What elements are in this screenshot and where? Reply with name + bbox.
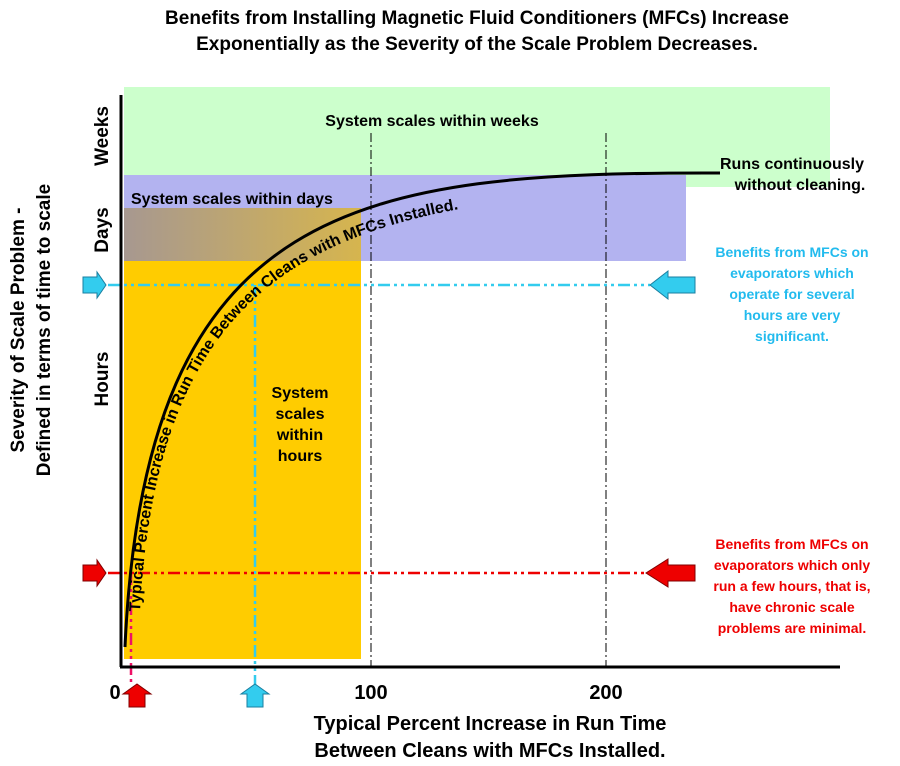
hours-region xyxy=(124,261,361,659)
hours-region-label-3: within xyxy=(276,427,323,444)
y-axis-title-line1: Severity of Scale Problem - xyxy=(8,208,29,453)
several-hours-annotation-line1: Benefits from MFCs on xyxy=(715,244,868,260)
several-hours-annotation-line2: evaporators which xyxy=(730,265,854,281)
several-hours-left-arrow-icon xyxy=(82,270,107,300)
weeks-region-label: System scales within weeks xyxy=(325,113,539,130)
few-hours-annotation-line5: problems are minimal. xyxy=(718,620,867,636)
several-hours-annotation-line3: operate for several xyxy=(729,286,854,302)
few-hours-left-arrow-icon xyxy=(82,558,107,588)
y-category-hours: Hours xyxy=(92,352,113,407)
weeks-region xyxy=(124,87,830,187)
x-axis-title-line1: Typical Percent Increase in Run Time xyxy=(314,713,667,735)
x-axis-title-line2: Between Cleans with MFCs Installed. xyxy=(314,740,665,762)
y-category-weeks: Weeks xyxy=(92,106,113,166)
few-hours-annotation-line1: Benefits from MFCs on xyxy=(715,536,868,552)
few-hours-annotation-line4: have chronic scale xyxy=(729,599,855,615)
continuous-annotation-line1: Runs continuously xyxy=(720,156,864,173)
several-hours-annotation-line4: hours are very xyxy=(744,307,841,323)
few-hours-annotation-line2: evaporators which only xyxy=(714,557,871,573)
few-hours-up-arrow-icon xyxy=(121,683,153,708)
chart-title-line1: Benefits from Installing Magnetic Fluid … xyxy=(165,8,789,29)
x-tick-0: 0 xyxy=(109,682,120,704)
x-tick-100: 100 xyxy=(354,682,387,704)
chart-title-line2: Exponentially as the Severity of the Sca… xyxy=(196,34,758,55)
x-tick-200: 200 xyxy=(589,682,622,704)
run-time-curve xyxy=(123,171,721,648)
y-axis-title-line2: Defined in terms of time to scale xyxy=(34,184,55,476)
few-hours-right-arrow-icon xyxy=(645,558,696,588)
y-category-days: Days xyxy=(92,207,113,252)
days-hours-overlap xyxy=(124,208,361,261)
few-hours-annotation-line3: run a few hours, that is, xyxy=(713,578,870,594)
continuous-annotation-line2: without cleaning. xyxy=(734,177,866,194)
several-hours-annotation-line5: significant. xyxy=(755,328,829,344)
hours-region-label-4: hours xyxy=(278,448,323,465)
hours-region-label-1: System xyxy=(272,385,329,402)
several-hours-up-arrow-icon xyxy=(239,683,271,708)
hours-region-label-2: scales xyxy=(276,406,325,423)
days-region-label: System scales within days xyxy=(131,191,333,208)
several-hours-right-arrow-icon xyxy=(649,269,696,301)
